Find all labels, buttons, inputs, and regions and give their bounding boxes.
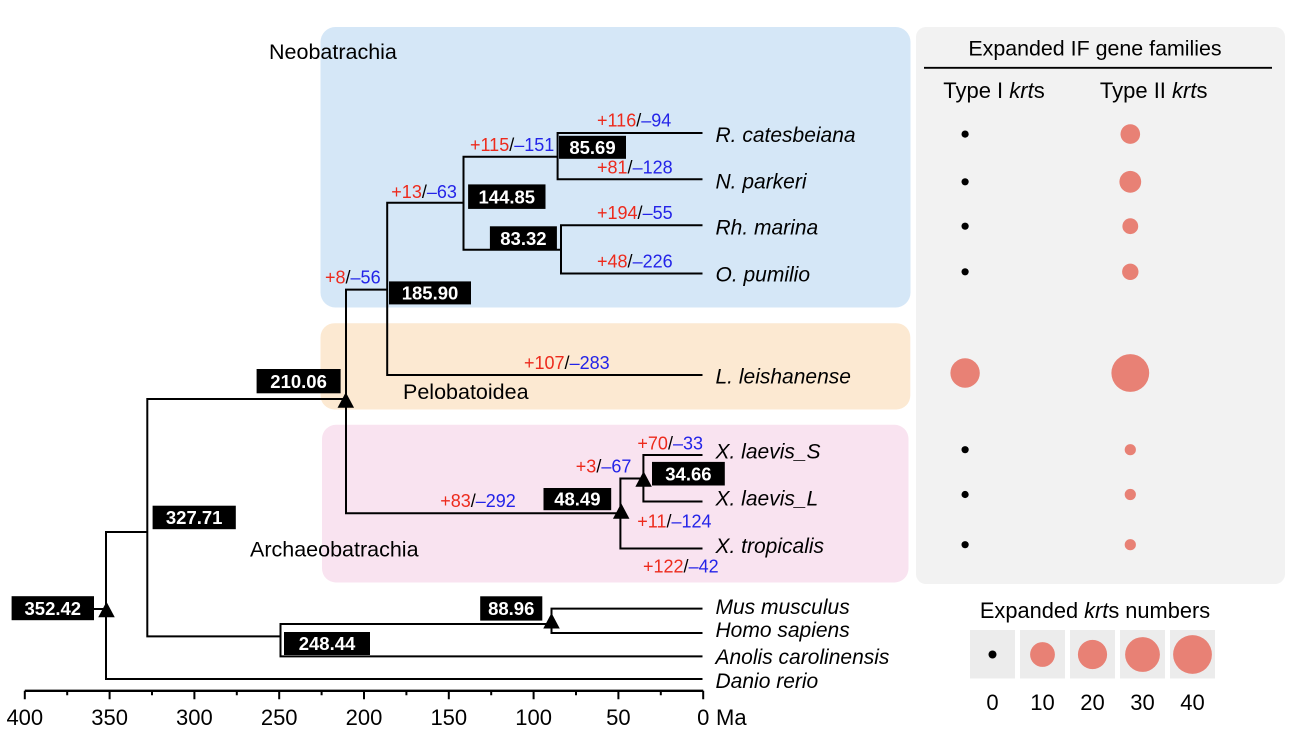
svg-text:+3/–67: +3/–67 bbox=[576, 457, 632, 477]
svg-text:0: 0 bbox=[986, 690, 998, 715]
svg-text:400: 400 bbox=[6, 705, 43, 730]
svg-text:+115/–151: +115/–151 bbox=[470, 135, 554, 155]
svg-text:210.06: 210.06 bbox=[270, 371, 327, 392]
svg-text:300: 300 bbox=[176, 705, 213, 730]
svg-text:Pelobatoidea: Pelobatoidea bbox=[403, 380, 529, 404]
svg-text:20: 20 bbox=[1080, 690, 1104, 715]
svg-text:+13/–63: +13/–63 bbox=[391, 182, 457, 202]
svg-text:100: 100 bbox=[515, 705, 552, 730]
svg-text:85.69: 85.69 bbox=[569, 137, 615, 158]
svg-text:88.96: 88.96 bbox=[488, 598, 534, 619]
svg-text:Expanded krts numbers: Expanded krts numbers bbox=[980, 598, 1210, 623]
svg-text:185.90: 185.90 bbox=[402, 283, 459, 304]
svg-text:Rh. marina: Rh. marina bbox=[716, 217, 819, 240]
svg-text:+81/–128: +81/–128 bbox=[597, 158, 673, 178]
svg-text:N. parkeri: N. parkeri bbox=[716, 171, 808, 194]
svg-text:150: 150 bbox=[430, 705, 467, 730]
svg-text:34.66: 34.66 bbox=[665, 463, 711, 484]
svg-text:+116/–94: +116/–94 bbox=[597, 111, 671, 131]
svg-text:40: 40 bbox=[1180, 690, 1204, 715]
svg-text:+107/–283: +107/–283 bbox=[524, 353, 610, 373]
svg-text:Ma: Ma bbox=[716, 705, 747, 730]
svg-text:X. tropicalis: X. tropicalis bbox=[715, 535, 825, 558]
svg-text:+11/–124: +11/–124 bbox=[637, 512, 711, 532]
svg-text:+48/–226: +48/–226 bbox=[597, 252, 673, 272]
svg-text:X. laevis_S: X. laevis_S bbox=[715, 441, 821, 464]
svg-text:Anolis carolinensis: Anolis carolinensis bbox=[714, 646, 890, 669]
svg-text:X. laevis_L: X. laevis_L bbox=[715, 488, 819, 511]
svg-text:352.42: 352.42 bbox=[25, 598, 82, 619]
svg-text:Danio rerio: Danio rerio bbox=[716, 670, 819, 693]
svg-text:+8/–56: +8/–56 bbox=[325, 268, 381, 288]
svg-text:Type I krts: Type I krts bbox=[943, 78, 1045, 103]
svg-text:30: 30 bbox=[1130, 690, 1154, 715]
svg-text:248.44: 248.44 bbox=[299, 633, 356, 654]
svg-text:327.71: 327.71 bbox=[166, 507, 223, 528]
svg-text:+70/–33: +70/–33 bbox=[637, 434, 703, 454]
svg-text:48.49: 48.49 bbox=[554, 489, 600, 510]
svg-text:+194/–55: +194/–55 bbox=[597, 203, 673, 223]
svg-text:350: 350 bbox=[91, 705, 128, 730]
svg-text:83.32: 83.32 bbox=[500, 228, 546, 249]
svg-text:Mus musculus: Mus musculus bbox=[716, 596, 851, 619]
svg-text:144.85: 144.85 bbox=[479, 186, 536, 207]
svg-text:Archaeobatrachia: Archaeobatrachia bbox=[250, 538, 419, 562]
svg-text:Neobatrachia: Neobatrachia bbox=[269, 40, 397, 64]
svg-text:O. pumilio: O. pumilio bbox=[716, 264, 811, 287]
svg-text:Expanded IF gene families: Expanded IF gene families bbox=[968, 36, 1221, 60]
svg-text:Type II krts: Type II krts bbox=[1100, 78, 1208, 103]
svg-text:+122/–42: +122/–42 bbox=[643, 557, 719, 577]
svg-text:L. leishanense: L. leishanense bbox=[716, 366, 851, 389]
svg-text:R. catesbeiana: R. catesbeiana bbox=[716, 124, 856, 147]
svg-text:+83/–292: +83/–292 bbox=[440, 491, 516, 511]
svg-text:0: 0 bbox=[697, 705, 709, 730]
svg-text:Homo sapiens: Homo sapiens bbox=[716, 619, 851, 642]
svg-text:50: 50 bbox=[606, 705, 630, 730]
svg-text:200: 200 bbox=[346, 705, 383, 730]
svg-text:250: 250 bbox=[261, 705, 298, 730]
svg-text:10: 10 bbox=[1030, 690, 1054, 715]
